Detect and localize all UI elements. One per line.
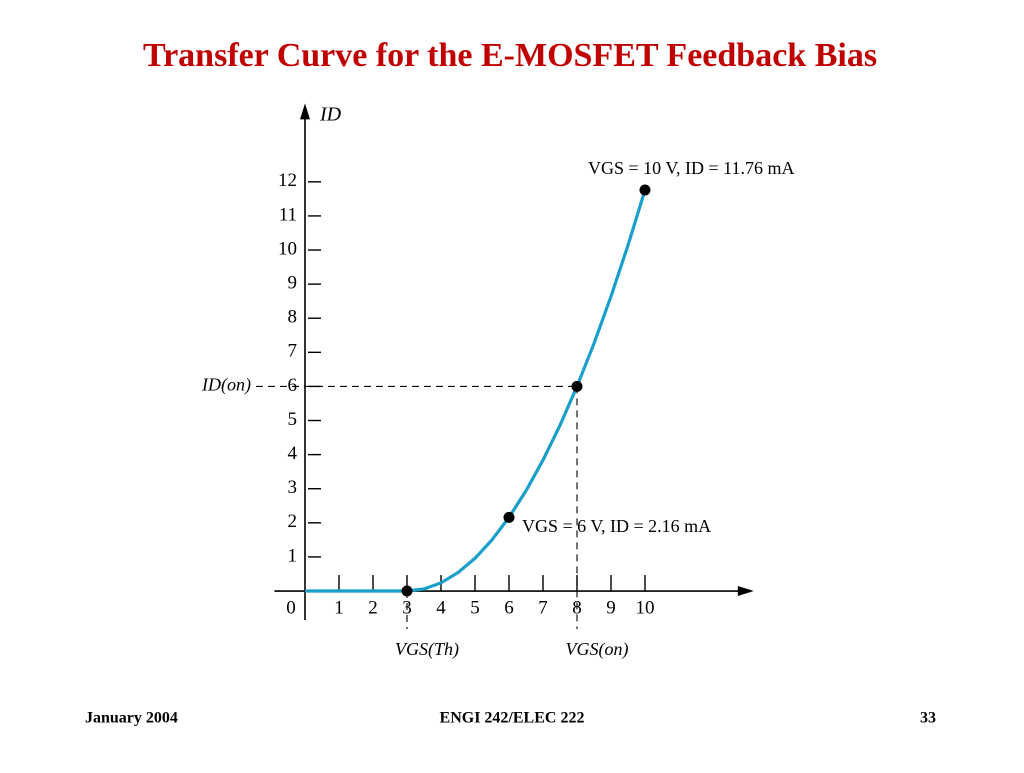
footer-left: January 2004	[85, 710, 178, 727]
x-axis-arrow	[737, 586, 754, 597]
y-axis-arrow	[300, 103, 310, 120]
y-tick-label: 12	[278, 170, 297, 191]
y-tick-label: 11	[279, 204, 297, 225]
point-marker	[503, 511, 515, 523]
y-tick-label: 8	[288, 307, 298, 328]
annotation: VGS = 10 V, ID = 11.76 mA	[588, 158, 795, 178]
slide-title: Transfer Curve for the E-MOSFET Feedback…	[143, 37, 877, 74]
y-tick-label: 4	[288, 443, 298, 464]
footer-right: 33	[920, 710, 936, 727]
y-tick-label: 1	[288, 545, 298, 566]
transfer-curve	[305, 189, 647, 593]
y-tick-label: 10	[278, 238, 297, 259]
x-tick-label: 0	[286, 597, 296, 618]
y-tick-label: 7	[288, 341, 298, 362]
x-tick-label: 4	[436, 597, 446, 618]
point-marker	[401, 585, 413, 597]
x-tick-label: 6	[504, 597, 514, 618]
reference-label: VGS(on)	[566, 639, 629, 660]
y-tick-label: 6	[288, 375, 298, 396]
y-tick-label: 3	[288, 477, 298, 498]
annotation: VGS = 6 V, ID = 2.16 mA	[522, 516, 711, 536]
x-tick-label: 7	[538, 597, 548, 618]
reference-label: ID(on)	[201, 375, 251, 396]
y-tick-label: 9	[288, 272, 298, 293]
x-tick-label: 9	[606, 597, 616, 618]
x-tick-label: 2	[368, 597, 378, 618]
x-tick-label: 1	[334, 597, 344, 618]
y-tick-label: 2	[288, 511, 298, 532]
point-marker	[571, 380, 583, 392]
footer-center: ENGI 242/ELEC 222	[440, 710, 585, 727]
y-axis-label: ID	[319, 104, 342, 126]
x-tick-label: 10	[636, 597, 655, 618]
y-tick-label: 5	[288, 409, 298, 430]
reference-label: VGS(Th)	[395, 639, 459, 660]
point-marker	[639, 184, 651, 196]
x-tick-label: 5	[470, 597, 480, 618]
